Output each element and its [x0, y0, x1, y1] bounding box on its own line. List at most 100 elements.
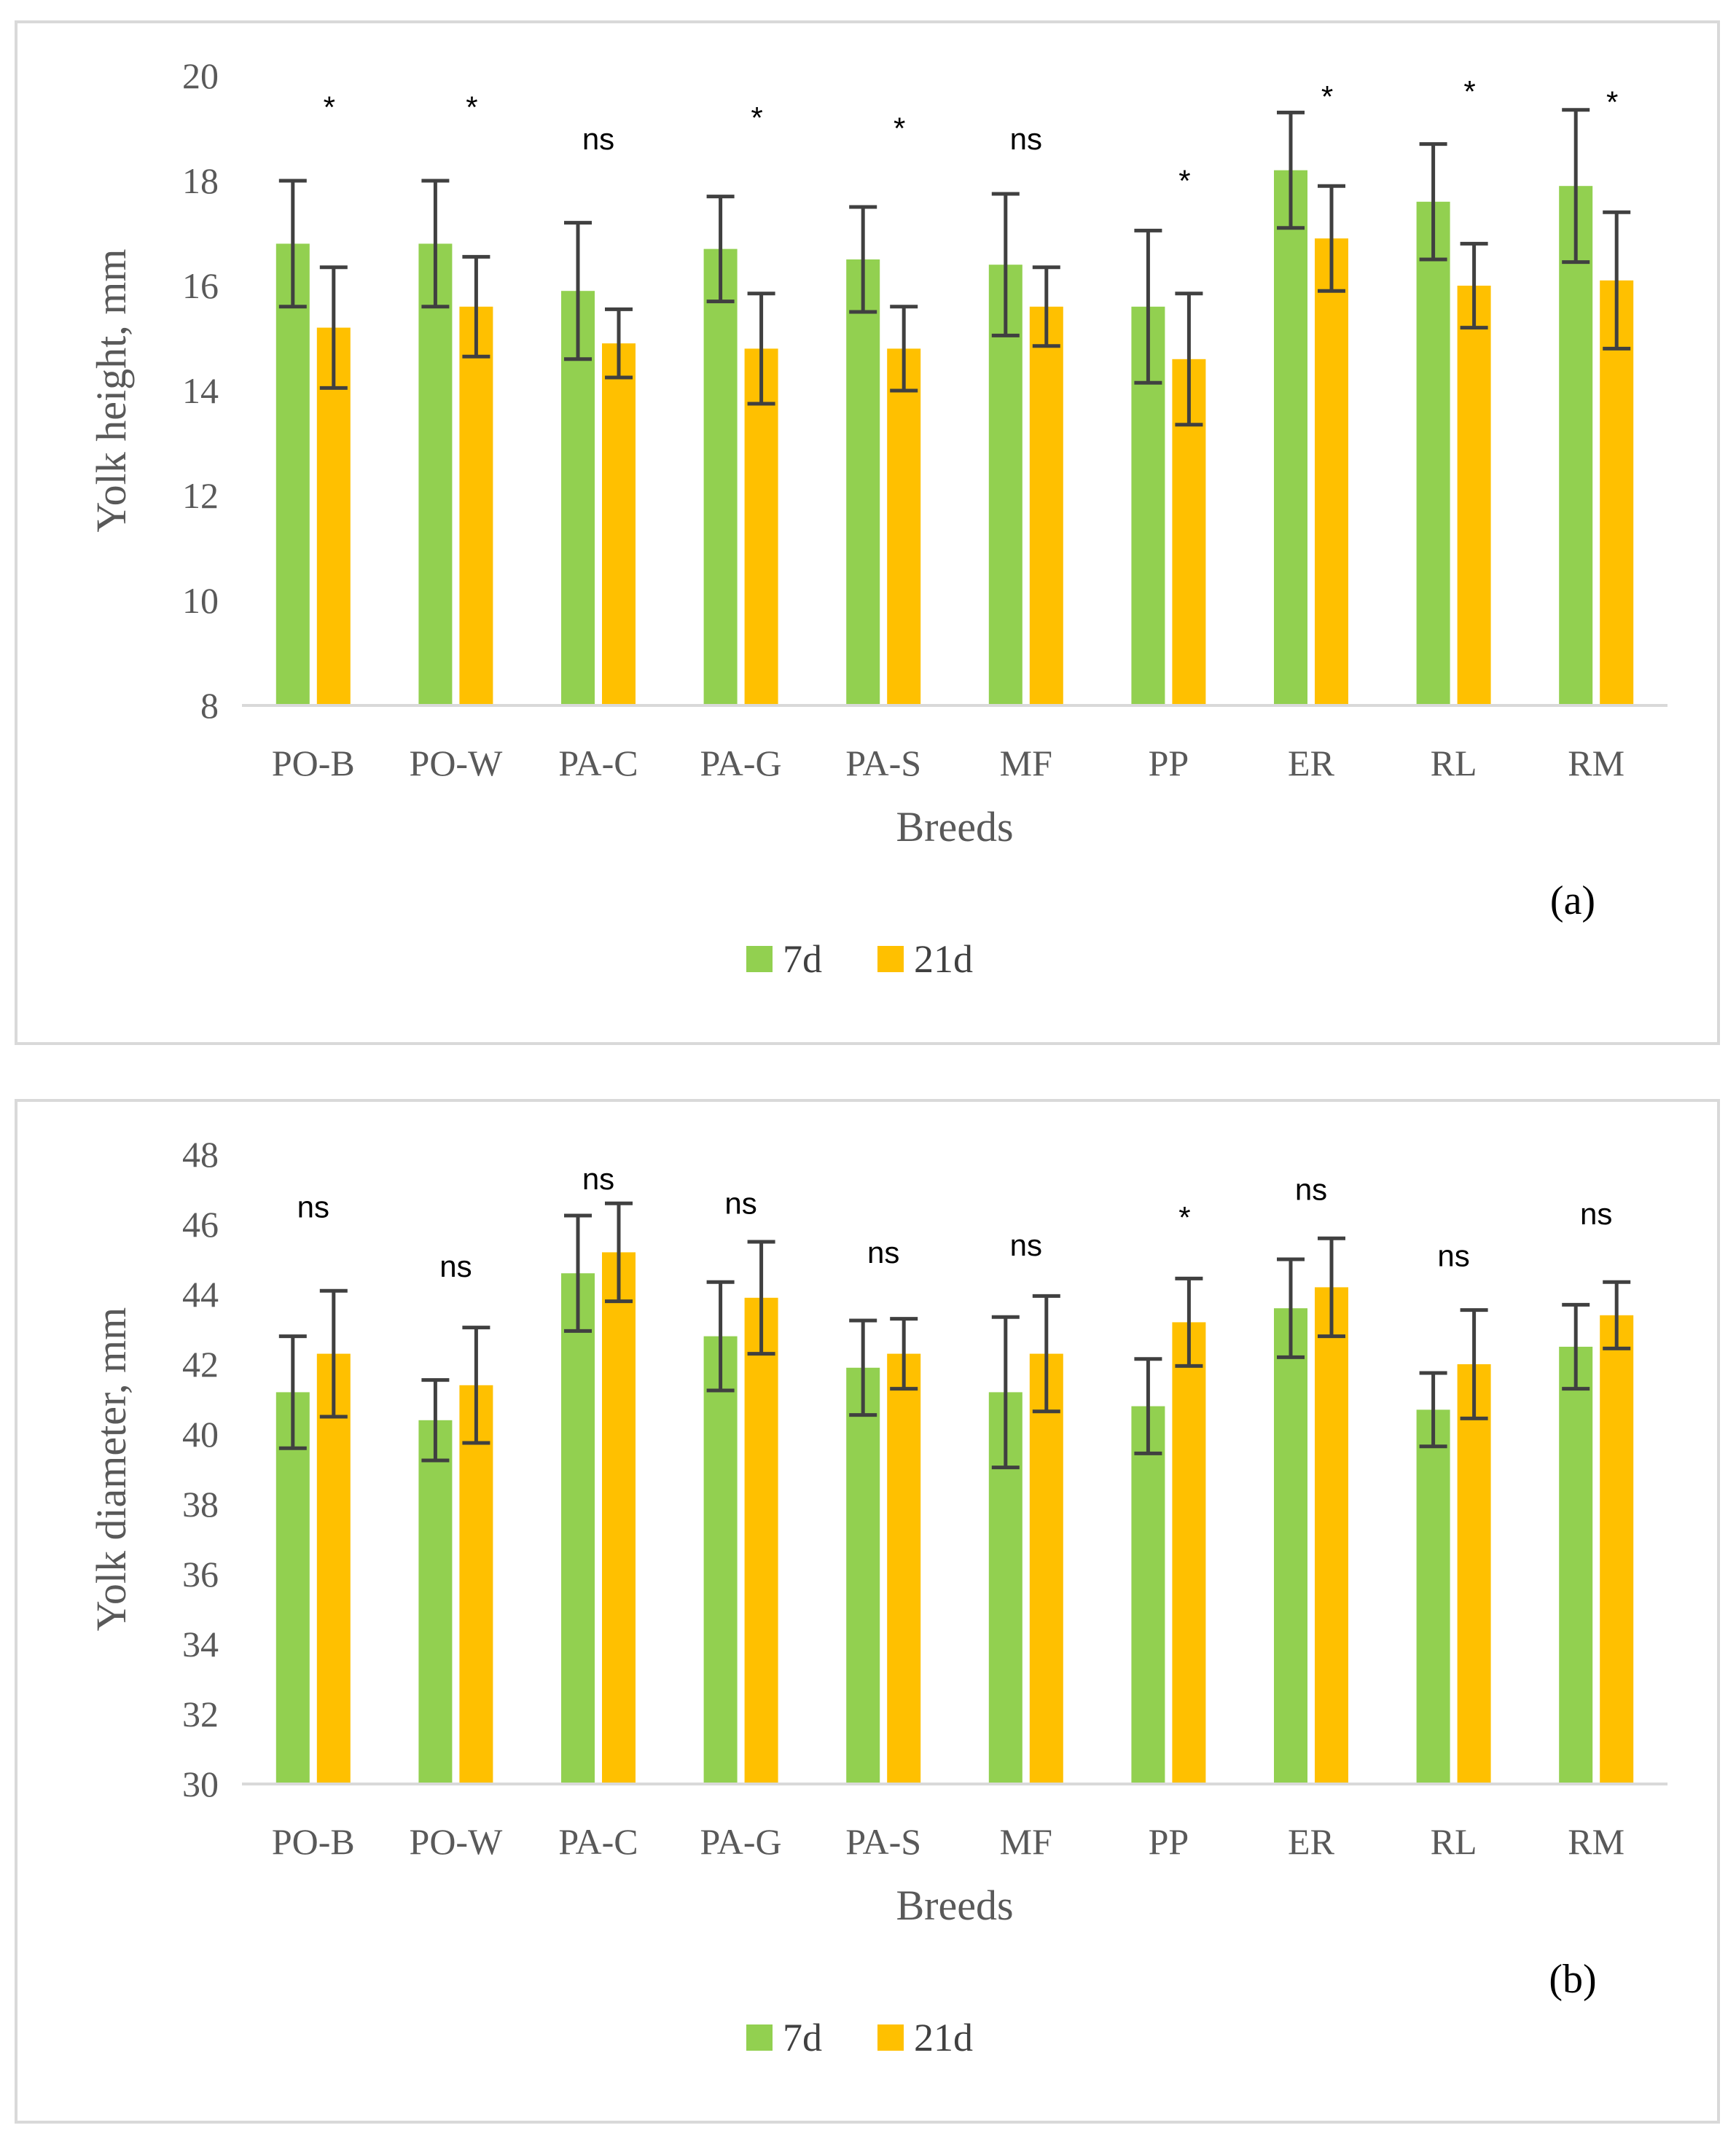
- y-axis-title: Yolk diameter, mm: [87, 1307, 135, 1632]
- bar-7d-pa-g: [703, 249, 738, 706]
- bar-21d-rl: [1457, 286, 1491, 705]
- yolk-height-chart-panel: 8 10 12 14 16 18 20 PO-B * PO-W * PA-C ns PA-G * PA-S * M…: [15, 20, 1720, 1045]
- bar-21d-po-w: [459, 306, 493, 705]
- legend-swatch-21d: [877, 946, 904, 972]
- significance-label: ns: [582, 122, 614, 156]
- legend-swatch-7d: [746, 946, 773, 972]
- bar-7d-po-b: [275, 243, 310, 705]
- bar-21d-pa-c: [602, 343, 636, 705]
- x-tick-label: PA-C: [558, 743, 638, 783]
- significance-label: ns: [1580, 1197, 1612, 1231]
- bar-21d-po-w: [459, 1385, 493, 1784]
- x-tick-label: MF: [1000, 743, 1052, 783]
- y-tick-label: 14: [182, 370, 219, 411]
- y-tick-label: 18: [182, 160, 219, 201]
- y-axis-title: Yolk height, mm: [87, 249, 135, 533]
- significance-label: *: [1321, 79, 1333, 114]
- significance-label: ns: [297, 1189, 329, 1224]
- x-tick-label: PA-S: [845, 743, 921, 783]
- bar-7d-po-w: [418, 1420, 453, 1784]
- bar-7d-er: [1274, 170, 1307, 706]
- bar-7d-pa-g: [703, 1336, 738, 1784]
- legend-label-21d: 21d: [914, 937, 973, 981]
- significance-label: *: [324, 90, 335, 125]
- x-tick-label: PA-G: [700, 1821, 782, 1862]
- x-tick-label: PP: [1149, 743, 1189, 783]
- y-tick-label: 48: [182, 1134, 219, 1175]
- significance-label: ns: [582, 1162, 614, 1196]
- bar-21d-mf: [1029, 1353, 1063, 1784]
- significance-label: ns: [1010, 1228, 1042, 1262]
- significance-label: ns: [1437, 1239, 1469, 1273]
- significance-label: *: [1606, 85, 1618, 119]
- bar-21d-pa-s: [887, 348, 921, 705]
- yolk-height-chart: 8 10 12 14 16 18 20 PO-B * PO-W * PA-C ns PA-G * PA-S * M…: [87, 55, 1667, 981]
- significance-label: ns: [1295, 1172, 1327, 1206]
- bar-7d-er: [1274, 1308, 1307, 1784]
- y-tick-label: 46: [182, 1204, 219, 1245]
- bar-21d-er: [1315, 238, 1348, 705]
- x-tick-label: RM: [1568, 1821, 1624, 1862]
- y-tick-label: 36: [182, 1554, 219, 1595]
- y-tick-label: 10: [182, 580, 219, 621]
- x-tick-label: MF: [1000, 1821, 1052, 1862]
- bar-21d-pp: [1172, 1322, 1206, 1784]
- x-axis-title: Breeds: [896, 1882, 1013, 1929]
- bar-21d-rm: [1600, 280, 1634, 705]
- bar-7d-po-b: [275, 1392, 310, 1784]
- y-tick-label: 32: [182, 1694, 219, 1734]
- y-tick-label: 42: [182, 1344, 219, 1385]
- significance-label: *: [894, 111, 905, 145]
- significance-label: ns: [867, 1235, 899, 1269]
- bar-7d-pa-c: [561, 1273, 595, 1784]
- bar-7d-pp: [1131, 1406, 1165, 1784]
- bar-7d-pa-s: [846, 259, 880, 705]
- y-tick-label: 34: [182, 1624, 219, 1664]
- x-tick-label: PA-S: [845, 1821, 921, 1862]
- bar-7d-po-w: [418, 243, 453, 705]
- y-tick-label: 12: [182, 475, 219, 516]
- legend-label-7d: 7d: [783, 2016, 822, 2059]
- x-tick-label: PO-W: [410, 1821, 504, 1862]
- yolk-diameter-chart-panel: 30 32 34 36 38 40 42 44 46 48 PO-B ns PO-W ns PA-C ns PA…: [15, 1099, 1720, 2124]
- significance-label: *: [466, 90, 477, 125]
- x-tick-label: PO-B: [272, 743, 355, 783]
- y-tick-label: 20: [182, 55, 219, 96]
- bar-21d-pa-g: [744, 348, 778, 705]
- significance-label: ns: [1010, 122, 1042, 156]
- bar-21d-rm: [1600, 1315, 1634, 1784]
- x-tick-label: RM: [1568, 743, 1624, 783]
- legend-swatch-21d: [877, 2024, 904, 2051]
- x-tick-label: PA-C: [558, 1821, 638, 1862]
- y-tick-label: 38: [182, 1484, 219, 1525]
- bar-7d-mf: [988, 265, 1023, 705]
- legend-label-21d: 21d: [914, 2016, 973, 2059]
- yolk-diameter-chart: 30 32 34 36 38 40 42 44 46 48 PO-B ns PO-W ns PA-C ns PA…: [87, 1134, 1667, 2059]
- y-tick-label: 40: [182, 1414, 219, 1455]
- x-tick-label: PA-G: [700, 743, 782, 783]
- significance-label: ns: [439, 1249, 472, 1283]
- x-tick-label: RL: [1431, 1821, 1477, 1862]
- y-tick-label: 30: [182, 1764, 219, 1804]
- y-tick-label: 8: [200, 685, 219, 726]
- bar-21d-pa-g: [744, 1297, 778, 1784]
- x-tick-label: PO-B: [272, 1821, 355, 1862]
- legend-label-7d: 7d: [783, 937, 822, 981]
- bar-21d-po-b: [316, 327, 351, 706]
- significance-label: *: [751, 101, 762, 135]
- significance-label: *: [1178, 1200, 1190, 1235]
- significance-label: *: [1463, 74, 1475, 109]
- x-axis-title: Breeds: [896, 803, 1013, 850]
- bar-7d-rl: [1416, 1409, 1450, 1784]
- bar-7d-pa-s: [846, 1367, 880, 1784]
- bar-7d-rl: [1416, 201, 1450, 705]
- x-tick-label: PO-W: [410, 743, 504, 783]
- bar-21d-rl: [1457, 1364, 1491, 1784]
- x-tick-label: ER: [1288, 1821, 1335, 1862]
- panel-label: (b): [1549, 1957, 1596, 2002]
- significance-label: *: [1178, 163, 1190, 197]
- bar-21d-pa-c: [602, 1252, 636, 1784]
- x-tick-label: RL: [1431, 743, 1477, 783]
- y-tick-label: 16: [182, 265, 219, 306]
- bar-21d-pa-s: [887, 1353, 921, 1784]
